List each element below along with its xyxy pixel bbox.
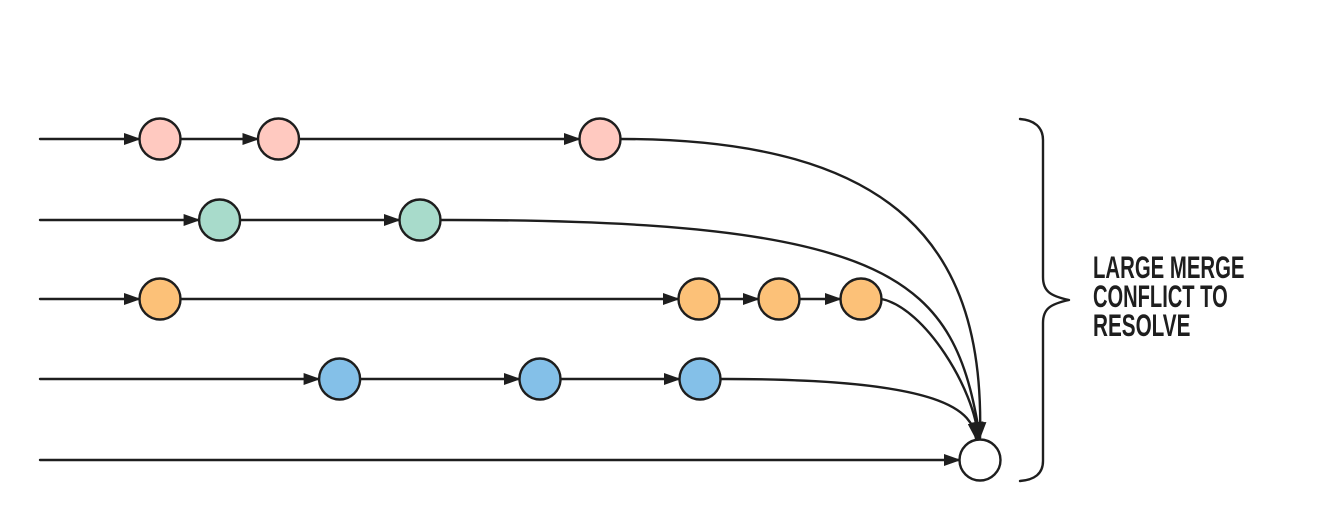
svg-text:RESOLVE: RESOLVE [1093,308,1190,343]
